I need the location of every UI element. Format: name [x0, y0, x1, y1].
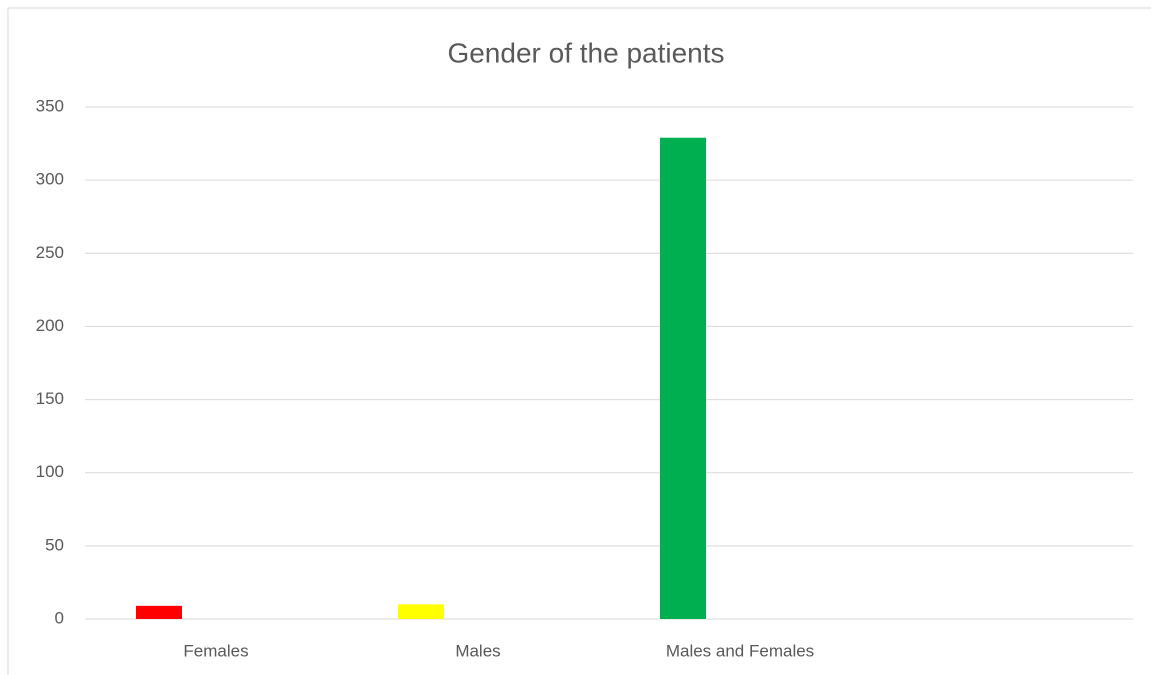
y-tick-label: 200	[36, 316, 64, 335]
bar	[136, 605, 182, 619]
y-tick-label: 100	[36, 462, 64, 481]
chart-frame	[7, 7, 1151, 675]
y-tick-label: 0	[55, 608, 64, 627]
chart-title: Gender of the patients	[447, 37, 724, 68]
y-tick-label: 350	[36, 96, 64, 115]
y-tick-label: 250	[36, 243, 64, 262]
y-tick-label: 50	[45, 535, 64, 554]
x-tick-label: Males and Females	[666, 641, 814, 660]
bar	[660, 137, 706, 619]
x-tick-label: Females	[183, 641, 248, 660]
y-tick-label: 150	[36, 389, 64, 408]
bar	[398, 604, 444, 619]
x-tick-label: Males	[455, 641, 500, 660]
y-tick-label: 300	[36, 170, 64, 189]
